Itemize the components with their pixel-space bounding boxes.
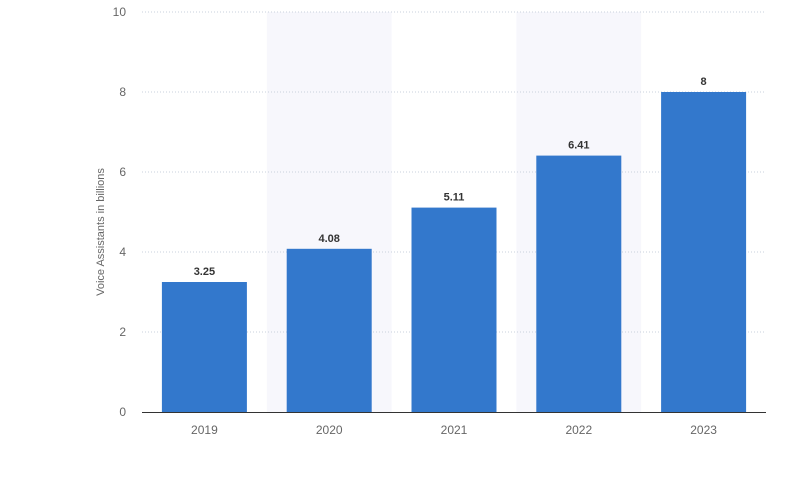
bar-2022 bbox=[536, 155, 622, 412]
y-tick-label-4: 4 bbox=[119, 245, 126, 259]
y-axis-title: Voice Assistants in billions bbox=[95, 168, 107, 296]
bar-2023 bbox=[661, 92, 747, 412]
bar-2021 bbox=[411, 207, 497, 412]
y-tick-label-0: 0 bbox=[119, 405, 126, 419]
y-tick-label-2: 2 bbox=[119, 325, 126, 339]
x-tick-label-2019: 2019 bbox=[191, 423, 218, 437]
data-label-2020: 4.08 bbox=[318, 233, 339, 245]
x-tick-label-2022: 2022 bbox=[565, 423, 592, 437]
x-tick-label-2023: 2023 bbox=[690, 423, 717, 437]
data-label-2023: 8 bbox=[701, 76, 707, 88]
data-labels: 3.25 4.08 5.11 6.41 8 bbox=[194, 76, 707, 278]
x-axis-ticks: 2019 2020 2021 2022 2023 bbox=[191, 423, 717, 437]
x-tick-label-2021: 2021 bbox=[441, 423, 468, 437]
y-tick-label-6: 6 bbox=[119, 165, 126, 179]
y-tick-label-8: 8 bbox=[119, 85, 126, 99]
data-label-2022: 6.41 bbox=[568, 140, 589, 152]
bar-2019 bbox=[161, 282, 247, 412]
y-axis-ticks: 0 2 4 6 8 10 bbox=[113, 5, 127, 419]
x-tick-label-2020: 2020 bbox=[316, 423, 343, 437]
data-label-2021: 5.11 bbox=[444, 192, 465, 204]
bars bbox=[161, 92, 747, 412]
y-tick-label-10: 10 bbox=[113, 5, 127, 19]
bar-2020 bbox=[286, 248, 372, 412]
data-label-2019: 3.25 bbox=[194, 266, 215, 278]
